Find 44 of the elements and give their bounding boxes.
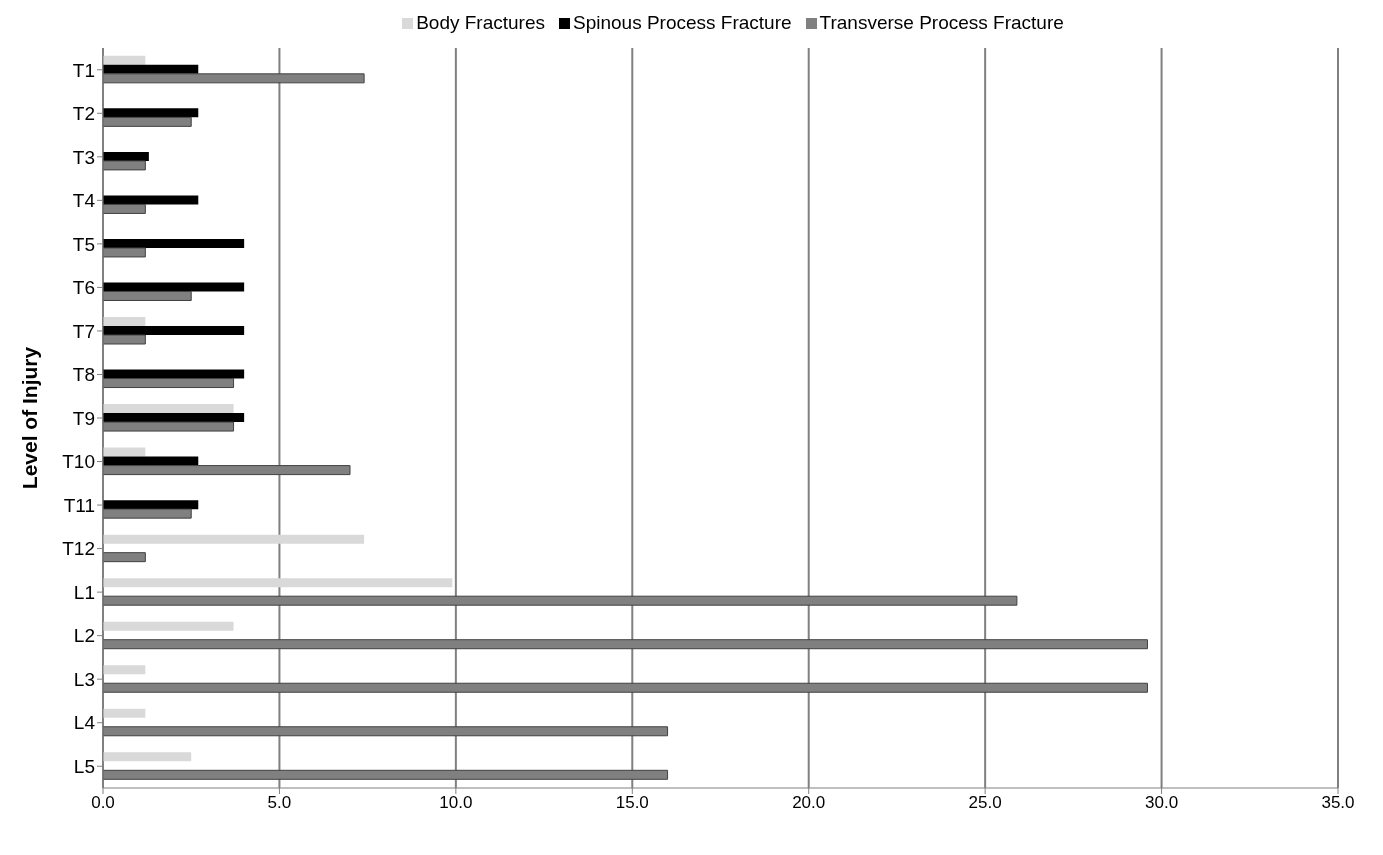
x-tick-label: 0.0 (91, 793, 115, 813)
bar (103, 282, 245, 292)
y-tick-label: L2 (73, 625, 95, 647)
bar (103, 621, 234, 631)
y-axis-title: Level of Injury (18, 346, 42, 490)
bar (103, 447, 146, 457)
bar (103, 752, 192, 762)
bar (103, 326, 245, 336)
y-tick-label: T11 (63, 494, 95, 516)
x-tick-label: 25.0 (968, 793, 1002, 813)
bar (103, 404, 234, 414)
x-tick-label: 20.0 (792, 793, 826, 813)
legend-label: Transverse Process Fracture (819, 12, 1064, 34)
y-tick-label: T4 (72, 190, 96, 212)
bar (103, 317, 146, 327)
y-tick-label: T12 (62, 538, 95, 560)
y-tick-label: T5 (72, 233, 95, 255)
bar (103, 238, 245, 248)
y-tick-label: T6 (72, 277, 95, 299)
bar (103, 195, 199, 205)
y-tick-label: L1 (73, 581, 95, 603)
legend-label: Body Fractures (416, 12, 545, 34)
x-tick-label: 35.0 (1321, 793, 1355, 813)
x-tick-label: 15.0 (615, 793, 649, 813)
bar (103, 534, 365, 544)
y-tick-label: T10 (62, 451, 95, 473)
y-tick-label: T7 (72, 320, 95, 342)
y-tick-label: T9 (72, 407, 95, 429)
x-tick-label: 30.0 (1145, 793, 1179, 813)
y-tick-label: T1 (72, 59, 95, 81)
bar (103, 55, 146, 65)
bar (103, 578, 453, 588)
y-tick-label: L4 (73, 712, 96, 734)
x-tick-label: 5.0 (267, 793, 292, 813)
y-tick-label: L3 (73, 668, 95, 690)
bar (103, 665, 146, 675)
y-tick-label: T3 (72, 146, 95, 168)
legend-label: Spinous Process Fracture (572, 12, 792, 34)
y-tick-label: L5 (73, 755, 95, 777)
y-tick-label: T2 (72, 103, 95, 125)
bar (103, 708, 146, 718)
y-tick-label: T8 (72, 364, 95, 386)
x-tick-label: 10.0 (439, 793, 473, 813)
bar (103, 108, 199, 118)
